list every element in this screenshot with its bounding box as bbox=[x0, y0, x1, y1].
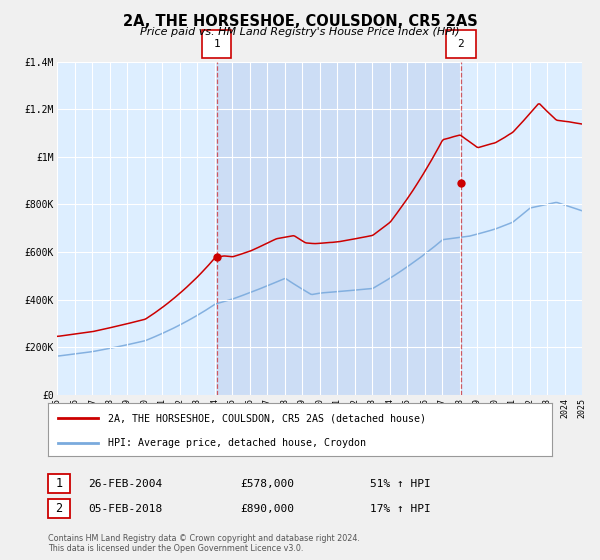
FancyBboxPatch shape bbox=[48, 500, 70, 518]
Text: 2: 2 bbox=[458, 39, 464, 49]
Text: 2A, THE HORSESHOE, COULSDON, CR5 2AS (detached house): 2A, THE HORSESHOE, COULSDON, CR5 2AS (de… bbox=[109, 413, 427, 423]
FancyBboxPatch shape bbox=[446, 30, 476, 58]
Text: 26-FEB-2004: 26-FEB-2004 bbox=[88, 479, 162, 489]
FancyBboxPatch shape bbox=[202, 30, 231, 58]
Text: Contains HM Land Registry data © Crown copyright and database right 2024.
This d: Contains HM Land Registry data © Crown c… bbox=[48, 534, 360, 553]
Text: 2A, THE HORSESHOE, COULSDON, CR5 2AS: 2A, THE HORSESHOE, COULSDON, CR5 2AS bbox=[122, 14, 478, 29]
Text: £578,000: £578,000 bbox=[240, 479, 294, 489]
Text: 1: 1 bbox=[55, 477, 62, 490]
Text: 17% ↑ HPI: 17% ↑ HPI bbox=[370, 504, 431, 514]
Text: 51% ↑ HPI: 51% ↑ HPI bbox=[370, 479, 431, 489]
Text: Price paid vs. HM Land Registry's House Price Index (HPI): Price paid vs. HM Land Registry's House … bbox=[140, 27, 460, 37]
Bar bbox=[217, 62, 461, 395]
Text: £890,000: £890,000 bbox=[240, 504, 294, 514]
Text: 1: 1 bbox=[213, 39, 220, 49]
Text: 2: 2 bbox=[55, 502, 62, 515]
Text: 05-FEB-2018: 05-FEB-2018 bbox=[88, 504, 162, 514]
FancyBboxPatch shape bbox=[48, 474, 70, 493]
Text: HPI: Average price, detached house, Croydon: HPI: Average price, detached house, Croy… bbox=[109, 438, 367, 448]
